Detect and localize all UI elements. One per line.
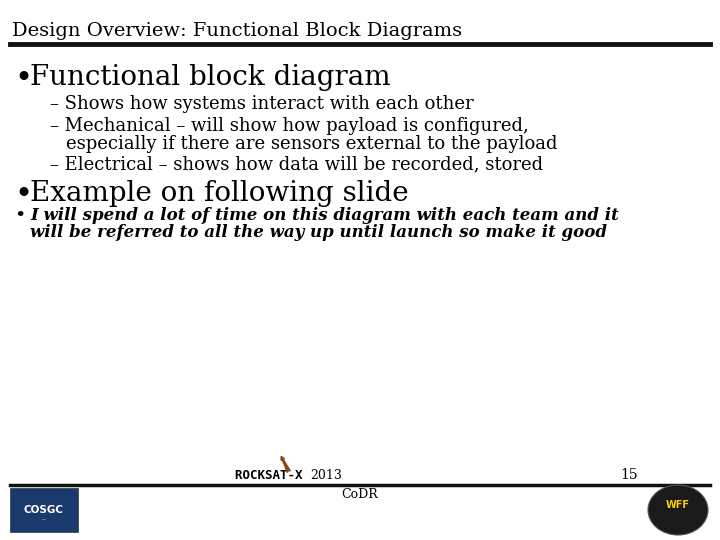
Text: COSGC: COSGC bbox=[24, 505, 64, 515]
Text: COSGC: COSGC bbox=[42, 519, 47, 521]
Text: – Mechanical – will show how payload is configured,: – Mechanical – will show how payload is … bbox=[50, 117, 528, 135]
Text: •: • bbox=[14, 64, 32, 95]
Text: – Electrical – shows how data will be recorded, stored: – Electrical – shows how data will be re… bbox=[50, 155, 543, 173]
Text: 2013: 2013 bbox=[310, 469, 342, 482]
Text: especially if there are sensors external to the payload: especially if there are sensors external… bbox=[66, 135, 557, 153]
Text: I will spend a lot of time on this diagram with each team and it: I will spend a lot of time on this diagr… bbox=[30, 207, 618, 224]
Text: 15: 15 bbox=[620, 468, 638, 482]
Text: – Shows how systems interact with each other: – Shows how systems interact with each o… bbox=[50, 95, 474, 113]
FancyBboxPatch shape bbox=[10, 488, 78, 532]
Text: Functional block diagram: Functional block diagram bbox=[30, 64, 391, 91]
Text: will be referred to all the way up until launch so make it good: will be referred to all the way up until… bbox=[30, 224, 607, 241]
Text: Example on following slide: Example on following slide bbox=[30, 180, 409, 207]
Text: CoDR: CoDR bbox=[341, 488, 379, 501]
Text: •: • bbox=[14, 180, 32, 211]
Text: Design Overview: Functional Block Diagrams: Design Overview: Functional Block Diagra… bbox=[12, 22, 462, 40]
Ellipse shape bbox=[648, 485, 708, 535]
Text: ROCKSAT-X: ROCKSAT-X bbox=[235, 469, 310, 482]
Text: •: • bbox=[14, 207, 25, 225]
Text: WFF: WFF bbox=[666, 500, 690, 510]
